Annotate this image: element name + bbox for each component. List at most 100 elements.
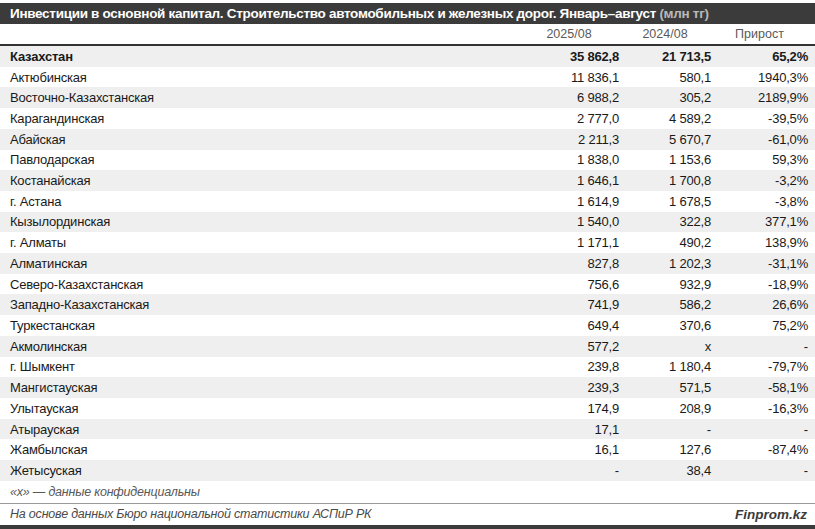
value-2024-cell: 571,5: [619, 380, 711, 395]
value-2025-cell: 16,1: [519, 442, 619, 457]
region-name-cell: г. Астана: [0, 194, 519, 209]
region-name-cell: Казахстан: [0, 49, 519, 64]
growth-cell: -79,7%: [711, 359, 815, 374]
value-2025-cell: 239,3: [519, 380, 619, 395]
table-row: Северо-Казахстанская756,6932,9-18,9%: [0, 274, 815, 295]
region-name-cell: Туркестанская: [0, 318, 519, 333]
region-name-cell: Карагандинская: [0, 111, 519, 126]
region-name-cell: Костанайская: [0, 173, 519, 188]
table-row: Атырауская17,1--: [0, 419, 815, 440]
title-unit: (млн тг): [659, 6, 708, 21]
value-2025-cell: 2 211,3: [519, 132, 619, 147]
table-row: Жамбылская16,1127,6-87,4%: [0, 439, 815, 460]
growth-cell: -16,3%: [711, 401, 815, 416]
value-2024-cell: 4 589,2: [619, 111, 711, 126]
value-2025-cell: -: [519, 463, 619, 478]
value-2025-cell: 35 862,8: [519, 49, 619, 64]
table-row: Казахстан35 862,821 713,565,2%: [0, 46, 815, 67]
value-2024-cell: 208,9: [619, 401, 711, 416]
value-2025-cell: 756,6: [519, 277, 619, 292]
region-name-cell: Восточно-Казахстанская: [0, 90, 519, 105]
region-name-cell: г. Шымкент: [0, 359, 519, 374]
column-header-row: 2025/08 2024/08 Прирост: [0, 24, 815, 46]
page-title: Инвестиции в основной капитал. Строитель…: [10, 6, 659, 21]
region-name-cell: Улытауская: [0, 401, 519, 416]
value-2025-cell: 1 838,0: [519, 152, 619, 167]
value-2025-cell: 1 540,0: [519, 214, 619, 229]
growth-cell: -3,8%: [711, 194, 815, 209]
value-2025-cell: 174,9: [519, 401, 619, 416]
value-2024-cell: 38,4: [619, 463, 711, 478]
table-row: Абайская2 211,35 670,7-61,0%: [0, 129, 815, 150]
growth-cell: 377,1%: [711, 214, 815, 229]
title-bar: Инвестиции в основной капитал. Строитель…: [0, 3, 815, 24]
region-name-cell: Атырауская: [0, 422, 519, 437]
region-name-cell: Акмолинская: [0, 339, 519, 354]
bottom-bar: [0, 525, 815, 529]
value-2024-cell: 305,2: [619, 90, 711, 105]
value-2024-cell: 932,9: [619, 277, 711, 292]
value-2025-cell: 1 646,1: [519, 173, 619, 188]
region-name-cell: Жамбылская: [0, 442, 519, 457]
value-2025-cell: 649,4: [519, 318, 619, 333]
table-row: Акмолинская577,2x-: [0, 336, 815, 357]
region-name-cell: г. Алматы: [0, 235, 519, 250]
region-name-cell: Актюбинская: [0, 70, 519, 85]
region-name-cell: Западно-Казахстанская: [0, 297, 519, 312]
table-row: Алматинская827,81 202,3-31,1%: [0, 253, 815, 274]
growth-cell: -18,9%: [711, 277, 815, 292]
region-name-cell: Кызылординская: [0, 214, 519, 229]
value-2024-cell: 1 153,6: [619, 152, 711, 167]
value-2025-cell: 17,1: [519, 422, 619, 437]
value-2025-cell: 741,9: [519, 297, 619, 312]
table-row: Улытауская174,9208,9-16,3%: [0, 398, 815, 419]
table-row: Туркестанская649,4370,675,2%: [0, 315, 815, 336]
growth-cell: -87,4%: [711, 442, 815, 457]
table-row: Костанайская1 646,11 700,8-3,2%: [0, 170, 815, 191]
value-2025-cell: 827,8: [519, 256, 619, 271]
value-2024-cell: 1 700,8: [619, 173, 711, 188]
growth-cell: -: [711, 339, 815, 354]
growth-cell: 26,6%: [711, 297, 815, 312]
value-2025-cell: 11 836,1: [519, 70, 619, 85]
region-name-cell: Северо-Казахстанская: [0, 277, 519, 292]
region-name-cell: Алматинская: [0, 256, 519, 271]
table-row: Восточно-Казахстанская6 988,2305,22189,9…: [0, 87, 815, 108]
value-2024-cell: 21 713,5: [619, 49, 711, 64]
region-name-cell: Абайская: [0, 132, 519, 147]
value-2024-cell: x: [619, 339, 711, 354]
value-2024-cell: 370,6: [619, 318, 711, 333]
value-2024-cell: -: [619, 422, 711, 437]
growth-cell: -39,5%: [711, 111, 815, 126]
value-2025-cell: 1 614,9: [519, 194, 619, 209]
growth-cell: 138,9%: [711, 235, 815, 250]
value-2024-cell: 127,6: [619, 442, 711, 457]
region-name-cell: Павлодарская: [0, 152, 519, 167]
value-2025-cell: 1 171,1: [519, 235, 619, 250]
value-2024-cell: 586,2: [619, 297, 711, 312]
region-name-cell: Жетысуская: [0, 463, 519, 478]
data-table: Казахстан35 862,821 713,565,2% Актюбинска…: [0, 46, 815, 481]
column-header-growth: Прирост: [711, 27, 815, 41]
value-2024-cell: 1 202,3: [619, 256, 711, 271]
confidentiality-footnote: «х» — данные конфиденциальны: [0, 481, 815, 503]
value-2024-cell: 1 180,4: [619, 359, 711, 374]
value-2024-cell: 322,8: [619, 214, 711, 229]
value-2024-cell: 490,2: [619, 235, 711, 250]
value-2024-cell: 580,1: [619, 70, 711, 85]
table-row: Кызылординская1 540,0322,8377,1%: [0, 212, 815, 233]
growth-cell: 75,2%: [711, 318, 815, 333]
table-row: Павлодарская1 838,01 153,659,3%: [0, 150, 815, 171]
growth-cell: -3,2%: [711, 173, 815, 188]
growth-cell: 59,3%: [711, 152, 815, 167]
region-name-cell: Мангистауская: [0, 380, 519, 395]
table-row: г. Астана1 614,91 678,5-3,8%: [0, 191, 815, 212]
growth-cell: -: [711, 422, 815, 437]
value-2025-cell: 239,8: [519, 359, 619, 374]
growth-cell: 65,2%: [711, 49, 815, 64]
value-2024-cell: 1 678,5: [619, 194, 711, 209]
source-note: На основе данных Бюро национальной стати…: [10, 507, 371, 521]
column-header-2024: 2024/08: [619, 27, 711, 41]
value-2025-cell: 6 988,2: [519, 90, 619, 105]
column-header-2025: 2025/08: [519, 27, 619, 41]
